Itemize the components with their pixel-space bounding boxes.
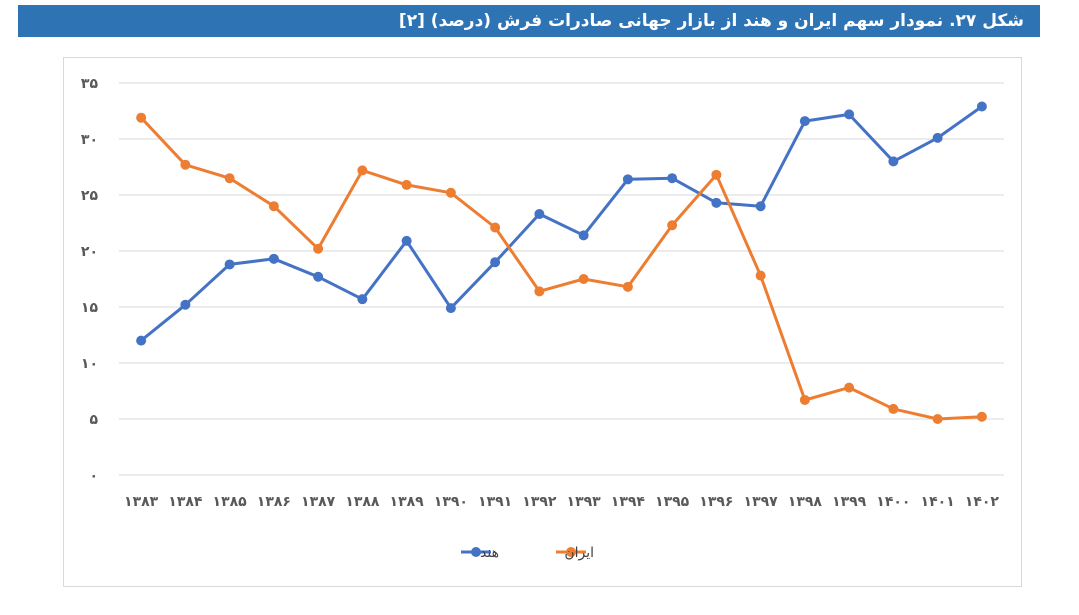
x-tick-label: ۱۳۹۵ — [655, 494, 690, 510]
data-point-india — [180, 299, 191, 310]
y-tick-label: ۱۵ — [81, 300, 99, 316]
data-point-iran — [844, 382, 855, 393]
data-point-india — [844, 109, 855, 120]
data-point-india — [888, 156, 899, 167]
data-point-india — [445, 303, 456, 314]
series-lines — [136, 101, 987, 424]
data-point-iran — [401, 179, 412, 190]
y-tick-label: ۳۵ — [81, 76, 99, 92]
x-tick-label: ۱۴۰۰ — [876, 494, 910, 510]
data-point-iran — [711, 169, 722, 180]
data-point-india — [490, 257, 501, 268]
y-tick-label: ۲۵ — [81, 188, 99, 204]
data-point-india — [578, 230, 589, 241]
x-tick-label: ۱۳۹۱ — [478, 494, 512, 510]
y-axis-ticks: ۰ ۵ ۱۰ ۱۵ ۲۰ ۲۵ ۳۰ ۳۵ — [81, 76, 99, 484]
x-tick-label: ۱۴۰۲ — [965, 494, 1000, 510]
data-point-india — [667, 173, 678, 184]
x-tick-label: ۱۳۸۳ — [124, 494, 159, 510]
x-tick-label: ۱۳۸۹ — [390, 494, 425, 510]
data-point-iran — [136, 112, 147, 123]
data-point-india — [622, 174, 633, 185]
data-point-iran — [667, 220, 678, 231]
data-point-iran — [932, 414, 943, 424]
x-tick-label: ۱۳۹۶ — [699, 494, 733, 510]
figure-title: شکل ۲۷. نمودار سهم ایران و هند از بازار … — [398, 11, 1024, 31]
gridlines — [119, 82, 1004, 476]
data-point-iran — [180, 159, 191, 170]
data-point-india — [711, 197, 722, 208]
data-point-iran — [755, 270, 766, 281]
data-point-iran — [799, 394, 810, 405]
legend-label-iran: ایران — [564, 545, 594, 561]
legend-marker-india — [471, 547, 481, 557]
legend-marker-iran — [566, 547, 576, 557]
x-tick-label: ۱۳۸۶ — [257, 494, 291, 510]
data-point-iran — [268, 201, 279, 212]
data-point-india — [224, 259, 235, 270]
x-tick-label: ۱۳۹۸ — [788, 494, 823, 510]
x-tick-label: ۱۳۹۲ — [522, 494, 557, 510]
x-tick-label: ۱۴۰۱ — [921, 494, 955, 510]
data-point-iran — [534, 286, 545, 297]
x-tick-label: ۱۳۹۹ — [832, 494, 867, 510]
data-point-iran — [490, 222, 501, 233]
x-tick-label: ۱۳۹۷ — [744, 494, 779, 510]
data-point-iran — [224, 173, 235, 184]
data-point-iran — [578, 274, 589, 284]
data-point-iran — [976, 411, 987, 422]
data-point-india — [136, 335, 147, 346]
y-tick-label: ۰ — [89, 468, 98, 484]
x-tick-label: ۱۳۹۰ — [434, 494, 468, 510]
data-point-india — [401, 235, 412, 246]
data-point-india — [534, 209, 545, 220]
data-point-iran — [888, 403, 899, 414]
data-point-iran — [313, 243, 324, 254]
data-point-india — [755, 201, 766, 212]
x-tick-label: ۱۳۹۴ — [611, 494, 646, 510]
series-line-india — [139, 105, 984, 343]
x-tick-label: ۱۳۸۷ — [301, 494, 336, 510]
legend: هند ایران — [461, 545, 594, 561]
series-line-iran — [139, 116, 984, 421]
data-point-india — [357, 294, 368, 305]
y-tick-label: ۵ — [89, 412, 98, 428]
data-point-india — [976, 101, 987, 112]
x-tick-label: ۱۳۸۵ — [213, 494, 248, 510]
data-point-india — [313, 271, 324, 282]
y-tick-label: ۳۰ — [81, 132, 98, 148]
data-point-iran — [357, 165, 368, 176]
x-tick-label: ۱۳۸۴ — [168, 494, 203, 510]
chart-frame: ۰ ۵ ۱۰ ۱۵ ۲۰ ۲۵ ۳۰ ۳۵ ۱۳۸۳ ۱۳۸۴ ۱۳۸۵ ۱۳۸۶ ۱۳۸۷ ۱۳۸۸ ۱… — [63, 57, 1022, 587]
data-point-iran — [445, 187, 456, 198]
data-point-india — [932, 132, 943, 143]
x-tick-label: ۱۳۸۸ — [345, 494, 380, 510]
y-tick-label: ۱۰ — [81, 356, 98, 372]
y-tick-label: ۲۰ — [81, 244, 98, 260]
figure-title-bar: شکل ۲۷. نمودار سهم ایران و هند از بازار … — [18, 5, 1040, 37]
data-point-india — [799, 116, 810, 127]
x-tick-label: ۱۳۹۳ — [567, 494, 602, 510]
x-axis-ticks: ۱۳۸۳ ۱۳۸۴ ۱۳۸۵ ۱۳۸۶ ۱۳۸۷ ۱۳۸۸ ۱۳۸۹ ۱۳۹۰ ۱۳۹۱ ۱۳۹۲… — [124, 494, 999, 510]
data-point-iran — [622, 281, 633, 292]
legend-label-india: هند — [480, 545, 499, 561]
data-point-india — [268, 253, 279, 264]
